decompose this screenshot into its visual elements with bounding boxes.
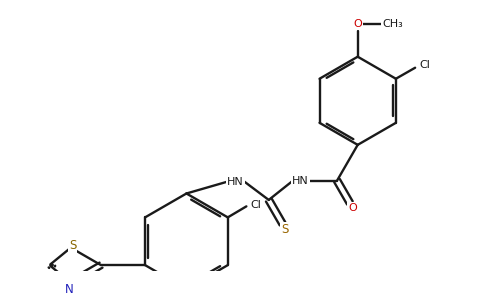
Text: HN: HN: [292, 176, 309, 186]
Text: Cl: Cl: [419, 60, 430, 70]
Text: S: S: [282, 223, 289, 236]
Text: N: N: [64, 283, 74, 294]
Text: S: S: [69, 239, 76, 252]
Text: HN: HN: [227, 177, 243, 187]
Text: Cl: Cl: [250, 200, 261, 210]
Text: O: O: [353, 19, 362, 29]
Text: O: O: [348, 203, 357, 213]
Text: CH₃: CH₃: [382, 19, 403, 29]
